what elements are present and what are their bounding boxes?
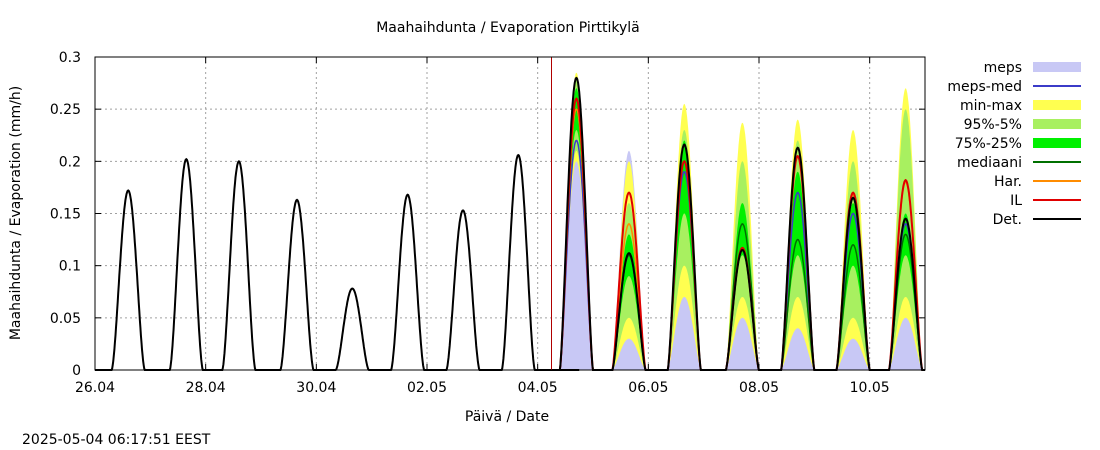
legend: meps meps-med min-max 95%-5% 75%-25% mediaani… — [947, 60, 1081, 228]
legend-label: IL — [1010, 193, 1022, 209]
y-tick-label: 0.05 — [50, 311, 81, 327]
legend-label: Det. — [993, 212, 1022, 228]
y-tick-label: 0.15 — [50, 207, 81, 223]
legend-swatch — [1033, 138, 1081, 148]
x-tick-label: 04.05 — [518, 380, 558, 396]
legend-label: 75%-25% — [955, 136, 1022, 152]
y-tick-label: 0.1 — [59, 259, 81, 275]
series-lines — [95, 57, 925, 371]
legend-swatch — [1033, 62, 1081, 72]
y-tick-label: 0.2 — [59, 154, 81, 170]
plot-frame — [94, 56, 926, 371]
x-tick-label: 06.05 — [628, 380, 668, 396]
y-tick-label: 0 — [72, 363, 81, 379]
y-tick-label: 0.25 — [50, 102, 81, 118]
legend-swatch — [1033, 100, 1081, 110]
x-tick-label: 10.05 — [850, 380, 890, 396]
grid — [95, 57, 925, 370]
legend-label: Har. — [994, 174, 1022, 190]
forecast-bands — [551, 72, 925, 371]
line-det-forecast — [551, 76, 925, 371]
legend-label: mediaani — [957, 155, 1022, 171]
x-axis-label: Päivä / Date — [465, 409, 549, 425]
timestamp-label: 2025-05-04 06:17:51 EEST — [22, 432, 211, 448]
x-tick-label: 30.04 — [296, 380, 336, 396]
x-tick-label: 26.04 — [75, 380, 115, 396]
legend-label: meps-med — [947, 79, 1022, 95]
plot-border — [94, 56, 926, 371]
x-tick-label: 02.05 — [407, 380, 447, 396]
y-tick-label: 0.3 — [59, 50, 81, 66]
chart-title: Maahaihdunta / Evaporation Pirttikylä — [376, 20, 640, 36]
x-tick-label: 28.04 — [186, 380, 226, 396]
x-tick-label: 08.05 — [739, 380, 779, 396]
legend-swatch — [1033, 119, 1081, 129]
legend-label: meps — [984, 60, 1022, 76]
y-axis-label: Maahaihdunta / Evaporation (mm/h) — [8, 86, 24, 340]
line-det-observed — [95, 153, 580, 371]
legend-label: 95%-5% — [964, 117, 1022, 133]
tick-labels: 0 0.05 0.1 0.15 0.2 0.25 0.3 26.04 28.04 30.04 02.… — [50, 50, 890, 396]
legend-label: min-max — [960, 98, 1022, 114]
band-75-25 — [551, 88, 925, 371]
